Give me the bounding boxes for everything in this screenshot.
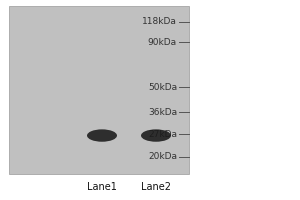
Text: 50kDa: 50kDa (148, 83, 177, 92)
Text: Lane1: Lane1 (87, 182, 117, 192)
FancyBboxPatch shape (9, 6, 189, 174)
Text: 118kDa: 118kDa (142, 17, 177, 26)
Text: Lane2: Lane2 (141, 182, 171, 192)
Text: 27kDa: 27kDa (148, 130, 177, 139)
Text: 90kDa: 90kDa (148, 38, 177, 47)
Ellipse shape (87, 129, 117, 142)
Text: 36kDa: 36kDa (148, 108, 177, 117)
Text: 20kDa: 20kDa (148, 152, 177, 161)
Ellipse shape (141, 129, 171, 142)
